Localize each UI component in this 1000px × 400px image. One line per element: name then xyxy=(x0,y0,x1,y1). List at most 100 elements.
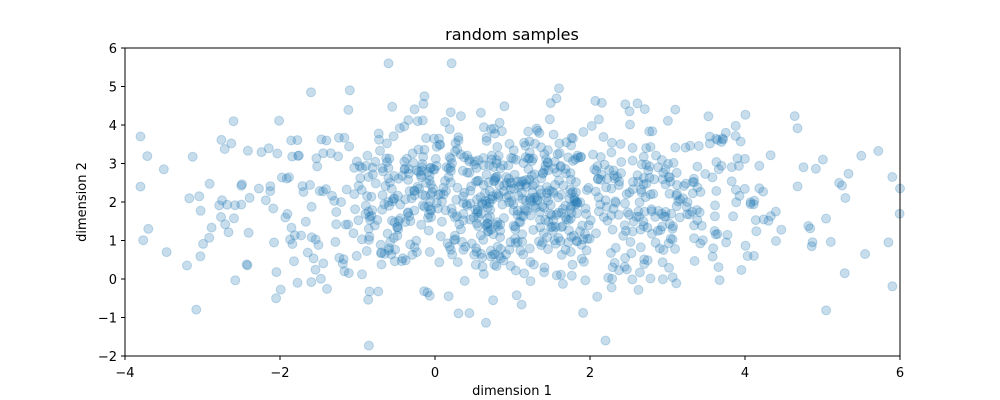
scatter-point xyxy=(468,212,479,223)
scatter-point xyxy=(194,191,205,202)
scatter-point xyxy=(540,160,551,171)
points-layer xyxy=(135,58,905,351)
scatter-point xyxy=(373,128,384,139)
scatter-point xyxy=(451,194,462,205)
scatter-point xyxy=(555,160,566,171)
scatter-point xyxy=(639,259,650,270)
scatter-point xyxy=(469,156,480,167)
scatter-point xyxy=(318,186,328,197)
scatter-point xyxy=(549,156,560,167)
scatter-point xyxy=(589,164,600,175)
scatter-point xyxy=(541,154,552,165)
scatter-point xyxy=(689,233,700,244)
scatter-point xyxy=(821,305,832,316)
scatter-point xyxy=(204,232,215,243)
scatter-point xyxy=(648,188,659,199)
scatter-point xyxy=(716,160,727,171)
scatter-point xyxy=(656,208,667,219)
scatter-point xyxy=(527,187,538,198)
scatter-point xyxy=(551,209,562,220)
scatter-point xyxy=(403,208,413,218)
scatter-point xyxy=(771,236,781,246)
scatter-point xyxy=(560,163,571,174)
scatter-point xyxy=(887,281,898,292)
scatter-point xyxy=(384,177,395,188)
scatter-point xyxy=(618,230,629,241)
scatter-point xyxy=(553,207,564,218)
scatter-point xyxy=(521,205,532,216)
scatter-point xyxy=(532,125,543,136)
scatter-point xyxy=(293,150,304,161)
scatter-point xyxy=(525,257,536,267)
scatter-point xyxy=(393,224,404,235)
scatter-point xyxy=(388,193,399,204)
scatter-point xyxy=(534,236,544,247)
scatter-point xyxy=(552,149,563,160)
scatter-point xyxy=(606,183,617,194)
scatter-point xyxy=(748,199,759,210)
scatter-point xyxy=(578,256,589,267)
scatter-point xyxy=(447,208,458,218)
scatter-point xyxy=(745,197,756,208)
scatter-point xyxy=(362,191,373,202)
scatter-point xyxy=(578,234,589,245)
scatter-point xyxy=(566,231,577,242)
scatter-point xyxy=(412,181,423,192)
scatter-point xyxy=(491,188,502,199)
scatter-point xyxy=(592,291,603,302)
scatter-point xyxy=(383,163,394,174)
scatter-point xyxy=(525,276,536,287)
scatter-point xyxy=(393,173,404,184)
scatter-point xyxy=(520,140,531,151)
scatter-point xyxy=(821,213,831,224)
scatter-point xyxy=(654,243,665,254)
scatter-point xyxy=(437,196,447,207)
scatter-point xyxy=(551,270,562,281)
scatter-point xyxy=(653,162,664,173)
scatter-point xyxy=(306,277,317,288)
scatter-point xyxy=(483,226,494,237)
scatter-point xyxy=(424,290,435,301)
scatter-point xyxy=(516,176,527,187)
scatter-point xyxy=(566,174,576,185)
scatter-point xyxy=(370,156,381,167)
scatter-point xyxy=(710,200,720,211)
scatter-point xyxy=(883,237,894,248)
scatter-point xyxy=(516,211,527,221)
scatter-point xyxy=(550,238,561,249)
scatter-point xyxy=(530,138,540,149)
scatter-point xyxy=(195,251,206,262)
scatter-point xyxy=(657,257,668,268)
scatter-point xyxy=(563,225,574,236)
scatter-point xyxy=(739,183,750,194)
scatter-point xyxy=(697,235,708,246)
scatter-point xyxy=(673,196,684,207)
scatter-point xyxy=(640,192,651,203)
scatter-point xyxy=(497,199,508,210)
scatter-point xyxy=(351,250,362,261)
scatter-point xyxy=(645,142,656,152)
scatter-point xyxy=(400,163,410,174)
scatter-point xyxy=(524,243,535,254)
scatter-point xyxy=(553,175,564,186)
scatter-point xyxy=(542,232,553,243)
scatter-point xyxy=(632,170,643,181)
scatter-point xyxy=(572,150,583,161)
scatter-point xyxy=(651,150,661,161)
scatter-point xyxy=(370,178,381,189)
scatter-point xyxy=(386,249,397,260)
scatter-point xyxy=(720,127,731,138)
scatter-point xyxy=(567,259,578,270)
scatter-point xyxy=(438,182,449,193)
scatter-point xyxy=(409,186,420,196)
scatter-point xyxy=(440,205,451,216)
scatter-point xyxy=(477,252,487,263)
scatter-point xyxy=(477,199,488,210)
scatter-point xyxy=(570,196,581,207)
scatter-point xyxy=(545,199,556,210)
scatter-point xyxy=(590,95,601,106)
scatter-point xyxy=(473,155,484,166)
scatter-point xyxy=(219,144,230,154)
scatter-point xyxy=(464,156,475,167)
scatter-point xyxy=(636,187,647,198)
